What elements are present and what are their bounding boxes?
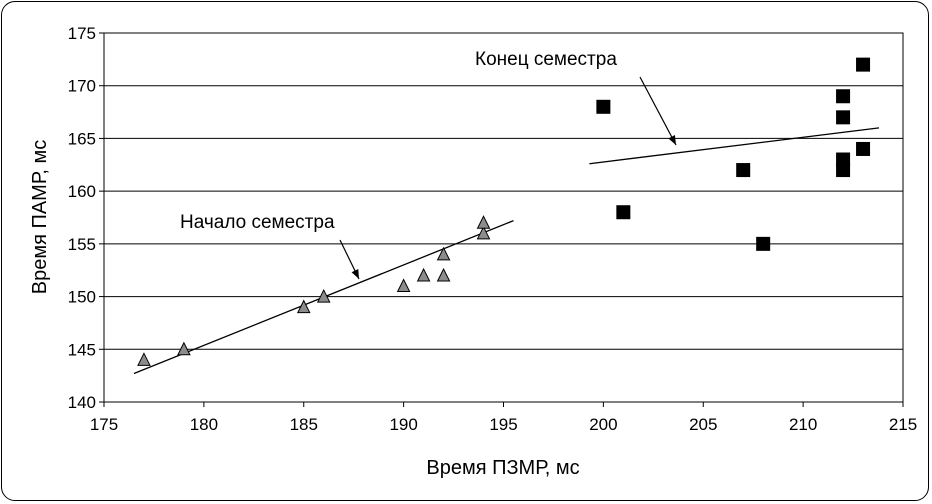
square-point <box>836 89 851 104</box>
x-tick-label: 205 <box>689 415 717 434</box>
annotations: Начало семестра Конец семестра <box>180 49 677 280</box>
square-point <box>616 205 631 220</box>
y-tick-label: 165 <box>68 129 96 148</box>
triangle-point <box>436 267 451 282</box>
y-tick-label: 145 <box>68 340 96 359</box>
x-tick-label: 195 <box>489 415 517 434</box>
annotation-label: Начало семестра <box>180 212 335 233</box>
triangle-point <box>436 246 451 261</box>
y-tick-label: 140 <box>68 393 96 412</box>
triangle-point <box>177 341 191 356</box>
x-axis-title: Время ПЗМР, мс <box>426 457 579 479</box>
tick-labels: 140 145 150 155 160 165 170 175 175 180 185 190 195 2… <box>68 24 918 434</box>
x-tick-label: 175 <box>90 415 118 434</box>
trendline-series-2 <box>589 127 880 165</box>
y-tick-label: 160 <box>68 182 96 201</box>
y-tick-label: 175 <box>68 24 96 43</box>
square-point <box>836 110 851 125</box>
square-point <box>856 141 871 156</box>
square-point <box>736 163 751 178</box>
x-tick-label: 185 <box>290 415 318 434</box>
triangle-point <box>296 299 311 314</box>
x-tick-label: 200 <box>589 415 617 434</box>
x-tick-label: 210 <box>789 415 817 434</box>
square-point <box>836 152 851 167</box>
x-tick-label: 215 <box>889 415 917 434</box>
square-point <box>856 57 871 72</box>
triangle-point <box>137 352 151 366</box>
data-points <box>137 57 871 366</box>
plot-area <box>103 32 904 403</box>
y-tick-label: 170 <box>68 77 96 96</box>
y-tick-label: 155 <box>68 235 96 254</box>
annotation-label: Конец семестра <box>475 49 617 70</box>
y-axis-title: Время ПАМР, мс <box>29 140 51 295</box>
triangle-point <box>476 225 491 240</box>
x-tick-label: 180 <box>190 415 218 434</box>
triangle-point <box>416 267 431 282</box>
triangle-point <box>476 215 491 229</box>
square-point <box>756 236 771 251</box>
triangle-point <box>316 288 331 303</box>
square-point <box>596 99 611 114</box>
triangle-point <box>396 278 411 293</box>
annotation-arrowhead <box>668 135 676 145</box>
y-tick-label: 150 <box>68 288 96 307</box>
annotation-arrowhead <box>351 269 359 279</box>
annotation-arrow <box>639 76 677 146</box>
gridlines <box>104 85 903 350</box>
x-tick-label: 190 <box>389 415 417 434</box>
